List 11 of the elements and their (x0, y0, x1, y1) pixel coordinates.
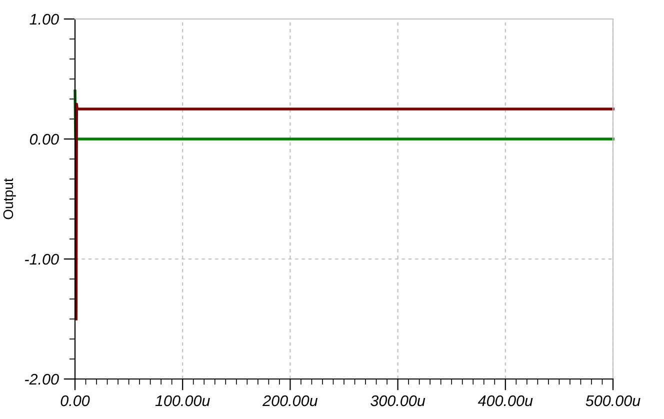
x-tick-label: 100.00u (155, 395, 210, 406)
x-tick-label: 400.00u (478, 395, 533, 406)
x-tick-label: 200.00u (262, 395, 318, 406)
y-tick-label: 1.00 (30, 14, 59, 25)
x-tick-label: 300.00u (370, 395, 426, 406)
x-tick-label: 500.00u (586, 395, 640, 406)
y-tick-label: -1.00 (24, 254, 59, 265)
y-axis-title: Output (3, 178, 16, 220)
y-tick-label: -2.00 (24, 374, 59, 385)
x-tick-label: 0.00 (60, 395, 90, 406)
y-tick-label: 0.00 (30, 134, 59, 145)
